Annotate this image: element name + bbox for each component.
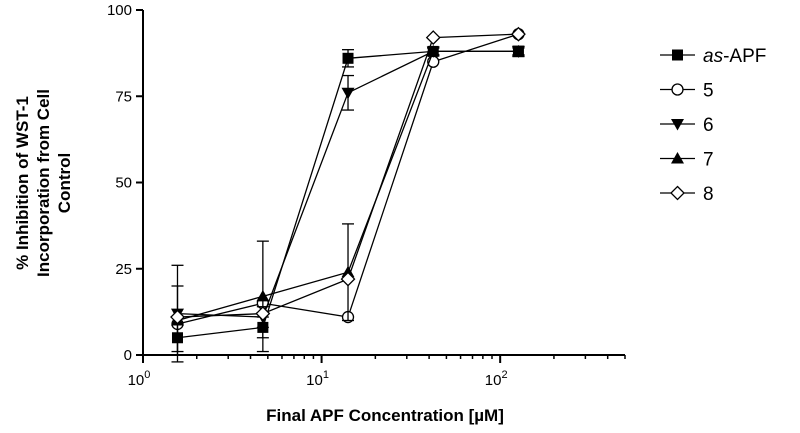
marker-diamond <box>425 30 441 46</box>
series-5 <box>170 26 526 325</box>
marker-triangle-up <box>426 44 440 57</box>
marker-diamond <box>511 26 526 42</box>
y-tick-label: 100 <box>107 2 132 19</box>
legend-item: 5 <box>660 81 714 102</box>
legend-label: 5 <box>703 81 714 102</box>
legend-item: 6 <box>660 115 714 136</box>
x-tick-label: 102 <box>485 369 508 389</box>
y-tick-label: 25 <box>115 261 132 278</box>
x-axis-title: Final APF Concentration [µM] <box>266 406 504 425</box>
y-axis-title: % Inhibition of WST-1 Incorporation from … <box>13 89 74 277</box>
y-tick-label: 0 <box>124 347 132 364</box>
marker-triangle-up <box>341 265 355 278</box>
marker-diamond <box>670 185 685 201</box>
x-tick-label: 101 <box>306 369 329 389</box>
marker-triangle-up <box>256 289 270 302</box>
y-tick-label: 75 <box>115 88 132 105</box>
marker-diamond <box>170 309 185 325</box>
y-axis-title-line: % Inhibition of WST-1 <box>13 96 32 270</box>
marker-diamond <box>340 271 356 287</box>
marker-square <box>342 52 354 64</box>
marker-triangle-down <box>341 87 355 100</box>
legend-item: 7 <box>660 150 714 171</box>
x-tick-label: 100 <box>128 369 151 389</box>
marker-diamond <box>255 306 271 322</box>
marker-triangle-down <box>671 119 684 131</box>
y-axis-title-text: % Inhibition of WST-1 Incorporation from … <box>13 89 74 277</box>
marker-square <box>672 49 683 61</box>
legend-label: 8 <box>703 184 714 205</box>
y-tick-label: 50 <box>115 175 132 192</box>
legend-item: 8 <box>660 184 714 205</box>
legend: as-APF 5 6 7 8 <box>660 46 766 205</box>
y-axis-title-line: Incorporation from Cell <box>34 89 53 277</box>
plot-area <box>170 26 526 363</box>
legend-label: 6 <box>703 115 714 136</box>
marker-circle <box>671 83 684 96</box>
legend-item: as-APF <box>660 46 766 67</box>
legend-label: as-APF <box>703 46 766 67</box>
y-axis-title-line: Control <box>55 153 74 213</box>
marker-triangle-up <box>671 152 684 164</box>
axes: 0 25 50 75 100 100 101 102 <box>107 2 626 389</box>
marker-triangle-up <box>511 44 525 57</box>
legend-label: 7 <box>703 150 714 171</box>
